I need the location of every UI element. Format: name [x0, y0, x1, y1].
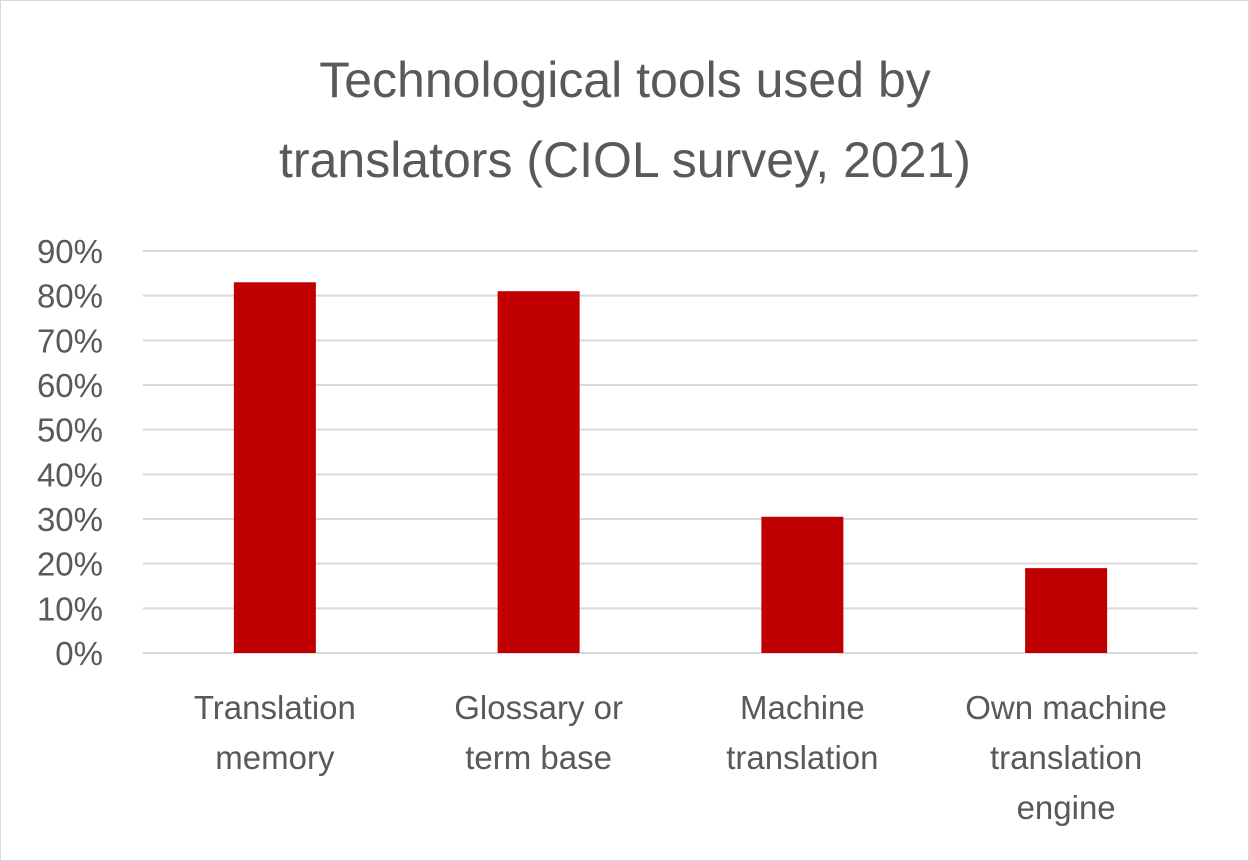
x-category-label-line: engine	[1017, 789, 1116, 826]
x-category-label: Translation memory	[194, 689, 356, 776]
chart-title: Technological tools used by translators …	[279, 52, 971, 188]
x-category-label: Glossary or term base	[454, 689, 623, 776]
y-tick-label: 10%	[37, 590, 103, 627]
x-category-label-line: memory	[215, 739, 335, 776]
y-tick-label: 30%	[37, 501, 103, 538]
y-tick-label: 70%	[37, 322, 103, 359]
y-tick-label: 40%	[37, 456, 103, 493]
y-axis-tick-labels: 0% 10% 20% 30% 40% 50% 60% 70% 80% 90%	[37, 233, 103, 672]
x-category-label-line: Glossary or	[454, 689, 623, 726]
y-tick-label: 50%	[37, 412, 103, 449]
chart-title-line-1: Technological tools used by	[319, 52, 931, 108]
x-category-label-line: translation	[990, 739, 1142, 776]
y-tick-label: 80%	[37, 278, 103, 315]
gridlines	[143, 250, 1198, 654]
x-category-label: Machine translation	[726, 689, 878, 776]
bar	[497, 291, 580, 653]
x-category-label-line: Machine	[740, 689, 865, 726]
x-category-label-line: Own machine	[965, 689, 1167, 726]
x-category-label-line: translation	[726, 739, 878, 776]
bars	[233, 282, 1108, 653]
x-category-label-line: term base	[465, 739, 612, 776]
bar	[761, 516, 844, 653]
y-tick-label: 0%	[55, 635, 103, 672]
bar	[233, 282, 316, 653]
y-tick-label: 20%	[37, 546, 103, 583]
x-category-label: Own machine translation engine	[965, 689, 1167, 826]
y-tick-label: 60%	[37, 367, 103, 404]
x-axis-category-labels: Translation memory Glossary or term base Mac…	[194, 689, 1167, 826]
chart-title-line-2: translators (CIOL survey, 2021)	[279, 132, 971, 188]
y-tick-label: 90%	[37, 233, 103, 270]
x-category-label-line: Translation	[194, 689, 356, 726]
bar	[1025, 568, 1108, 653]
